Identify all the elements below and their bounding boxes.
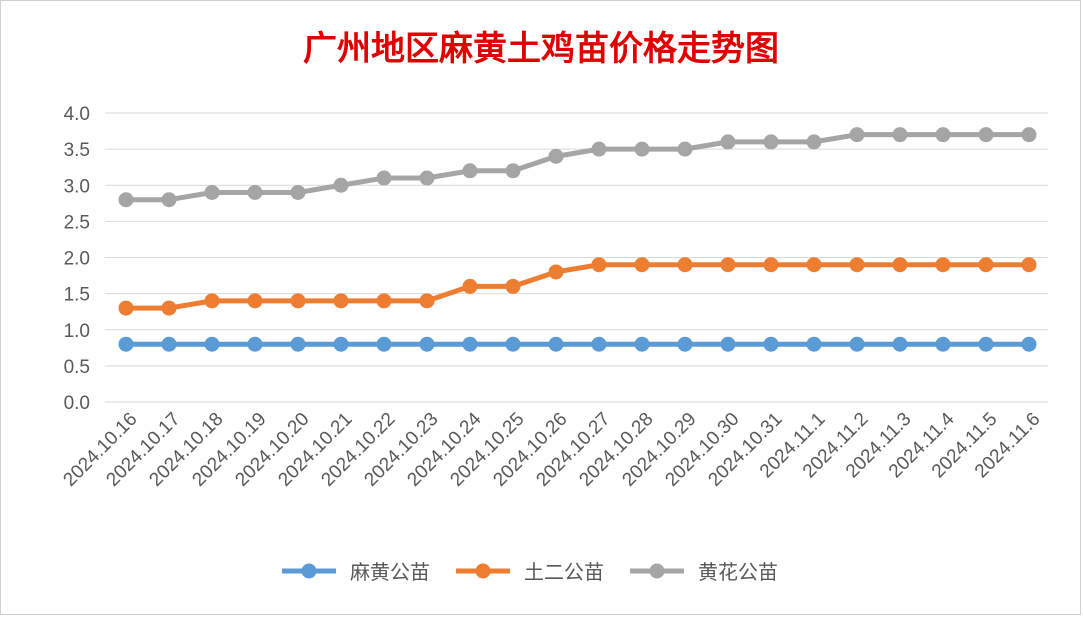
data-point [204, 184, 220, 200]
data-point [505, 278, 521, 294]
data-point [978, 336, 994, 352]
series-line [123, 262, 1032, 311]
data-point [806, 336, 822, 352]
chart-title: 广州地区麻黄土鸡苗价格走势图 [303, 29, 779, 69]
data-point [591, 336, 607, 352]
data-point [634, 141, 650, 157]
y-tick-label: 2.5 [64, 212, 90, 233]
y-tick-label: 2.0 [64, 249, 90, 270]
data-point [548, 264, 564, 280]
data-point [247, 336, 263, 352]
data-point [677, 141, 693, 157]
data-point [118, 300, 134, 316]
data-point [505, 336, 521, 352]
data-point [247, 293, 263, 309]
data-point [247, 184, 263, 200]
data-point [333, 336, 349, 352]
data-point [548, 336, 564, 352]
data-point [118, 192, 134, 208]
data-point [462, 278, 478, 294]
data-point [290, 184, 306, 200]
data-point [161, 300, 177, 316]
data-point [978, 127, 994, 143]
series-lines [118, 127, 1037, 352]
data-point [892, 127, 908, 143]
data-point [591, 141, 607, 157]
legend: 麻黄公苗 土二公苗 黄花公苗 [282, 560, 778, 584]
data-point [204, 293, 220, 309]
data-point [462, 163, 478, 179]
data-point [634, 336, 650, 352]
data-point [677, 336, 693, 352]
legend-item: 黄花公苗 [630, 560, 778, 584]
y-tick-label: 3.5 [64, 140, 90, 161]
data-point [376, 170, 392, 186]
data-point [1021, 127, 1037, 143]
legend-item: 土二公苗 [456, 560, 604, 584]
legend-label: 麻黄公苗 [350, 560, 430, 584]
y-axis-ticks: 0.0 0.5 1.0 1.5 2.0 2.5 3.0 3.5 4.0 [64, 104, 90, 414]
y-tick-label: 4.0 [64, 104, 90, 125]
data-point [806, 257, 822, 273]
series-2 [118, 257, 1037, 316]
data-point [290, 293, 306, 309]
y-tick-label: 3.0 [64, 176, 90, 197]
legend-marker [649, 563, 665, 579]
y-tick-label: 1.5 [64, 285, 90, 306]
data-point [849, 257, 865, 273]
data-point [419, 336, 435, 352]
data-point [849, 127, 865, 143]
data-point [505, 163, 521, 179]
legend-marker [475, 563, 491, 579]
legend-item: 麻黄公苗 [282, 560, 430, 584]
data-point [1021, 336, 1037, 352]
series-3 [118, 127, 1037, 208]
data-point [849, 336, 865, 352]
legend-label: 黄花公苗 [698, 560, 778, 584]
data-point [376, 336, 392, 352]
y-tick-label: 0.0 [64, 393, 90, 414]
data-point [462, 336, 478, 352]
y-tick-label: 0.5 [64, 357, 90, 378]
series-1 [118, 336, 1037, 352]
y-tick-label: 1.0 [64, 321, 90, 342]
data-point [935, 336, 951, 352]
data-point [677, 257, 693, 273]
data-point [548, 148, 564, 164]
legend-label: 土二公苗 [524, 560, 604, 584]
data-point [161, 192, 177, 208]
data-point [1021, 257, 1037, 273]
data-point [419, 170, 435, 186]
data-point [892, 257, 908, 273]
data-point [591, 257, 607, 273]
data-point [935, 127, 951, 143]
data-point [935, 257, 951, 273]
series-line [123, 132, 1032, 203]
data-point [376, 293, 392, 309]
data-point [204, 336, 220, 352]
data-point [978, 257, 994, 273]
data-point [763, 134, 779, 150]
data-point [419, 293, 435, 309]
data-point [634, 257, 650, 273]
data-point [118, 336, 134, 352]
data-point [290, 336, 306, 352]
data-point [333, 177, 349, 193]
data-point [806, 134, 822, 150]
data-point [892, 336, 908, 352]
data-point [161, 336, 177, 352]
data-point [720, 257, 736, 273]
data-point [720, 134, 736, 150]
data-point [763, 336, 779, 352]
legend-marker [301, 563, 317, 579]
data-point [763, 257, 779, 273]
data-point [720, 336, 736, 352]
gridlines [105, 112, 1048, 403]
x-axis-ticks: 2024.10.162024.10.172024.10.182024.10.19… [59, 408, 1044, 490]
data-point [333, 293, 349, 309]
